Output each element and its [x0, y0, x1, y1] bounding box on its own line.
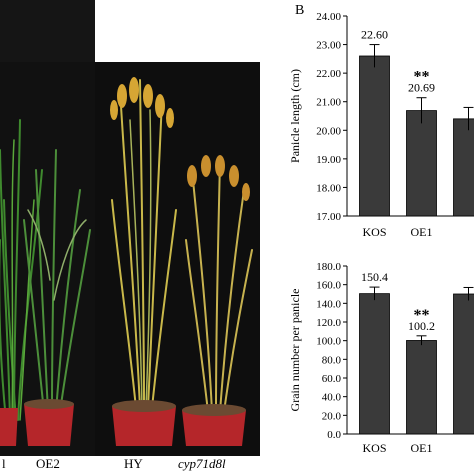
bar	[406, 340, 437, 435]
panel-b-letter: B	[295, 3, 305, 18]
panicle-length-chart-svg: 17.00 18.00 19.00 20.00 21.00 22.00 23.00 24.00…	[288, 11, 474, 239]
x-tick-label: KOS	[362, 225, 386, 239]
y-tick-label: 60.0	[322, 373, 342, 385]
y-axis-label: Grain number per panicle	[288, 289, 302, 412]
y-tick-label: 160.0	[316, 280, 341, 292]
grain-number-chart: 0.0 20.0 40.0 60.0 80.0 100.0 120.0 140.0 160.0 1…	[285, 250, 474, 474]
y-tick-label: 80.0	[322, 354, 342, 366]
x-tick-label: KOS	[362, 441, 386, 455]
bar	[406, 110, 437, 217]
significance-marker: **	[414, 307, 430, 324]
y-tick-label: 40.0	[322, 392, 342, 404]
plant-photo-panel	[0, 0, 260, 456]
y-tick-label: 140.0	[316, 298, 341, 310]
panicle-length-chart: 17.00 18.00 19.00 20.00 21.00 22.00 23.00 24.00…	[285, 0, 474, 240]
bar	[453, 118, 474, 217]
x-tick-label: OE1	[411, 225, 433, 239]
data-label: 150.4	[361, 270, 388, 284]
y-axis-label: Panicle length (cm)	[288, 69, 302, 163]
y-tick-label: 180.0	[316, 261, 341, 273]
x-tick-label: OE1	[411, 441, 433, 455]
y-tick-label: 20.00	[316, 125, 341, 137]
photo-label-1: l	[2, 456, 6, 471]
data-label: 22.60	[361, 28, 388, 42]
data-label: 20.69	[408, 81, 435, 95]
grain-number-chart-svg: 0.0 20.0 40.0 60.0 80.0 100.0 120.0 140.0 160.0 1…	[288, 261, 474, 455]
y-tick-label: 19.00	[316, 154, 341, 166]
photo-label-oe2: OE2	[36, 456, 60, 471]
y-tick-label: 120.0	[316, 317, 341, 329]
y-tick-label: 21.00	[316, 97, 341, 109]
significance-marker: **	[414, 69, 430, 86]
photo-label-hy: HY	[124, 456, 143, 471]
bar	[359, 55, 390, 217]
plant-photo	[0, 0, 260, 456]
y-tick-label: 20.0	[322, 410, 342, 422]
photo-label-cyp71d8l: cyp71d8l	[178, 456, 226, 471]
y-tick-label: 100.0	[316, 336, 341, 348]
y-tick-label: 24.00	[316, 11, 341, 23]
bar	[453, 293, 474, 435]
y-tick-label: 22.00	[316, 68, 341, 80]
y-tick-label: 18.00	[316, 182, 341, 194]
y-tick-label: 23.00	[316, 40, 341, 52]
bar	[359, 293, 390, 435]
y-tick-label: 17.00	[316, 211, 341, 223]
y-tick-label: 0.0	[327, 429, 341, 441]
data-label: 100.2	[408, 319, 435, 333]
